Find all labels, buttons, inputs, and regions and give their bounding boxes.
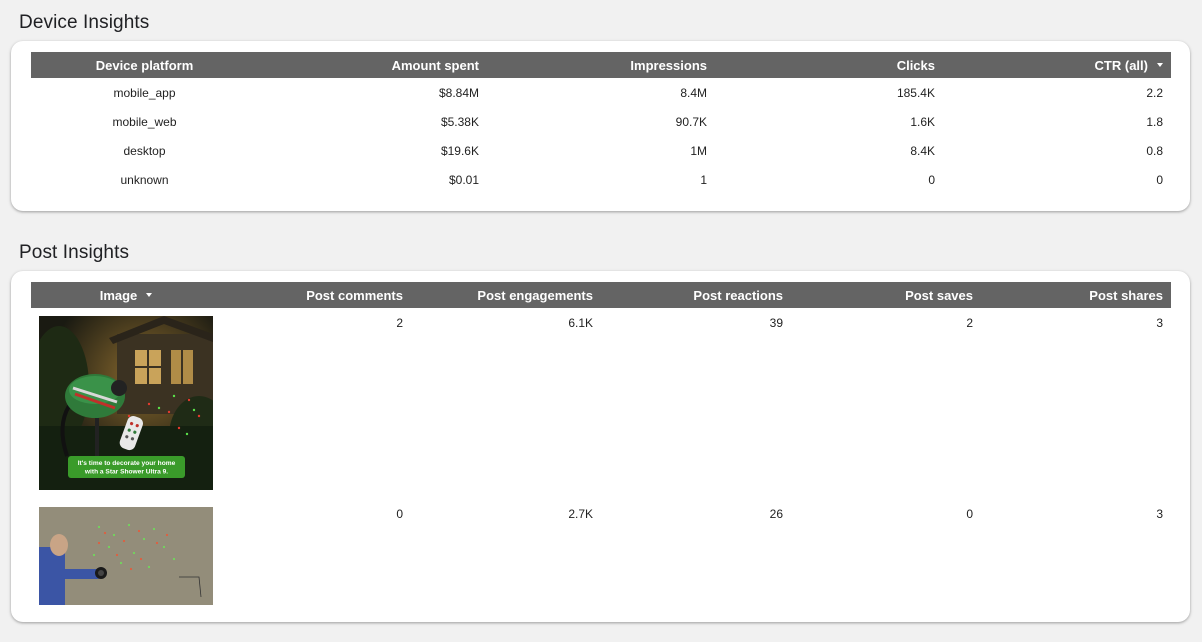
- column-header-ctr[interactable]: CTR (all): [943, 52, 1171, 78]
- table-row: desktop $19.6K 1M 8.4K 0.8: [31, 136, 1171, 165]
- amount-spent-cell: $5.38K: [440, 114, 479, 129]
- image-cell: [31, 499, 221, 605]
- post-comments-cell: 2: [396, 316, 403, 330]
- amount-spent-cell: $0.01: [448, 172, 479, 187]
- column-header-image[interactable]: Image: [31, 282, 221, 308]
- device-platform-cell: mobile_app: [113, 85, 176, 100]
- table-header-row: Image Post comments Post engagements Pos…: [31, 282, 1171, 308]
- post-shares-cell: 3: [1156, 316, 1163, 330]
- post-engagements-cell: 2.7K: [568, 507, 593, 521]
- post-shares-cell: 3: [1156, 507, 1163, 521]
- table-header-row: Device platform Amount spent Impressions…: [31, 52, 1171, 78]
- column-header-amount-spent[interactable]: Amount spent: [258, 52, 487, 78]
- column-header-ctr-label: CTR (all): [1094, 57, 1148, 73]
- column-header-post-reactions[interactable]: Post reactions: [601, 282, 791, 308]
- post-reactions-cell: 26: [769, 507, 783, 521]
- ctr-cell: 2.2: [1146, 85, 1163, 100]
- ctr-cell: 1.8: [1146, 114, 1163, 129]
- impressions-cell: 1M: [690, 143, 707, 158]
- post-image-wall-projection[interactable]: [39, 507, 213, 605]
- clicks-cell: 8.4K: [910, 143, 935, 158]
- post-saves-cell: 0: [966, 507, 973, 521]
- image-caption-line1: It's time to decorate your home: [78, 460, 176, 467]
- column-header-device-platform[interactable]: Device platform: [31, 52, 258, 78]
- post-engagements-cell: 6.1K: [568, 316, 593, 330]
- column-header-post-shares[interactable]: Post shares: [981, 282, 1171, 308]
- post-insights-title: Post Insights: [19, 242, 130, 263]
- column-header-image-label: Image: [99, 287, 138, 303]
- table-row: mobile_web $5.38K 90.7K 1.6K 1.8: [31, 107, 1171, 136]
- column-header-post-comments[interactable]: Post comments: [221, 282, 411, 308]
- device-insights-title: Device Insights: [19, 12, 150, 33]
- image-caption-line2: with a Star Shower Ultra 9.: [84, 469, 168, 476]
- impressions-cell: 1: [700, 172, 707, 187]
- impressions-cell: 8.4M: [680, 85, 707, 100]
- post-reactions-cell: 39: [769, 316, 783, 330]
- table-row: 0 2.7K 26 0 3: [31, 499, 1171, 605]
- column-header-clicks[interactable]: Clicks: [715, 52, 943, 78]
- table-row: mobile_app $8.84M 8.4M 185.4K 2.2: [31, 78, 1171, 107]
- device-insights-card: Device platform Amount spent Impressions…: [11, 41, 1190, 211]
- device-platform-cell: unknown: [120, 172, 169, 187]
- sort-descending-icon[interactable]: [146, 293, 153, 298]
- clicks-cell: 1.6K: [910, 114, 935, 129]
- image-cell: It's time to decorate your home with a S…: [31, 308, 221, 499]
- table-row: unknown $0.01 1 0 0: [31, 165, 1171, 194]
- table-row: It's time to decorate your home with a S…: [31, 308, 1171, 499]
- ctr-cell: 0: [1156, 172, 1163, 187]
- column-header-post-saves[interactable]: Post saves: [791, 282, 981, 308]
- amount-spent-cell: $8.84M: [438, 85, 479, 100]
- impressions-cell: 90.7K: [675, 114, 707, 129]
- column-header-post-engagements[interactable]: Post engagements: [411, 282, 601, 308]
- ctr-cell: 0.8: [1146, 143, 1163, 158]
- post-table: Image Post comments Post engagements Pos…: [31, 282, 1171, 605]
- post-insights-card: Image Post comments Post engagements Pos…: [11, 271, 1190, 622]
- post-saves-cell: 2: [966, 316, 973, 330]
- post-image-laser-projector[interactable]: It's time to decorate your home with a S…: [39, 316, 213, 490]
- post-comments-cell: 0: [396, 507, 403, 521]
- device-platform-cell: mobile_web: [112, 114, 177, 129]
- column-header-impressions[interactable]: Impressions: [487, 52, 715, 78]
- device-platform-cell: desktop: [123, 143, 166, 158]
- device-table: Device platform Amount spent Impressions…: [31, 52, 1171, 194]
- clicks-cell: 185.4K: [896, 85, 935, 100]
- sort-descending-icon[interactable]: [1157, 63, 1163, 68]
- amount-spent-cell: $19.6K: [440, 143, 479, 158]
- clicks-cell: 0: [928, 172, 935, 187]
